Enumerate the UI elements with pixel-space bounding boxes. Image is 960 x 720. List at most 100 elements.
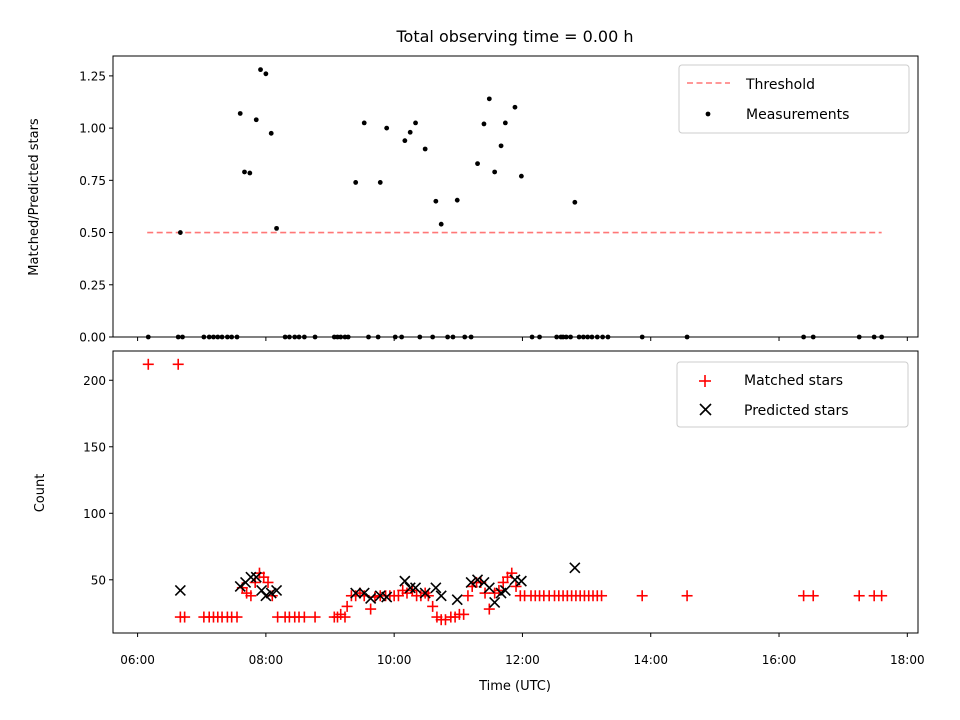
measurement-point [338, 334, 344, 340]
measurement-point [247, 170, 253, 176]
matched-star-point [876, 590, 888, 602]
measurement-point [145, 334, 151, 340]
matched-star-point [636, 590, 648, 602]
measurement-point [301, 334, 307, 340]
measurement-point [175, 334, 181, 340]
measurement-point [402, 138, 408, 144]
measurement-point [345, 334, 351, 340]
measurement-point [292, 334, 298, 340]
matched-star-point [807, 590, 819, 602]
x-tick-label: 08:00 [249, 653, 284, 667]
measurement-point [572, 199, 578, 205]
measurement-point [312, 334, 318, 340]
predicted-star-point [499, 584, 511, 596]
predicted-star-point [350, 587, 362, 599]
measurement-point [268, 130, 274, 136]
measurement-point [392, 334, 398, 340]
top-y-tick-label: 1.00 [79, 122, 106, 136]
measurement-point [580, 334, 586, 340]
matched-star-point [596, 590, 608, 602]
predicted-star-point [489, 596, 501, 608]
measurement-point [684, 334, 690, 340]
measurement-point [180, 334, 185, 340]
measurement-point [237, 111, 243, 116]
predicted-star-point [174, 584, 186, 596]
predicted-star-point [265, 587, 277, 599]
bottom-x-ticks: 06:00 08:00 10:00 12:00 14:00 16:00 18:00 [120, 633, 925, 667]
bottom-axes: 50 100 150 200 06:00 08:00 10:00 12:00 14:00 16:… [33, 350, 925, 694]
measurement-point [384, 125, 390, 131]
measurement-point [282, 334, 288, 340]
measurement-point [399, 334, 405, 340]
measurement-point [512, 104, 518, 110]
predicted-star-point [271, 584, 283, 596]
matched-star-point [798, 590, 810, 602]
predicted-star-point [435, 590, 447, 602]
bottom-y-tick-label: 100 [83, 507, 106, 521]
predicted-star-point [515, 575, 527, 587]
predicted-star-point [250, 571, 262, 583]
top-y-tick-label: 0.75 [79, 174, 106, 188]
predicted-stars-legend-label: Predicted stars [744, 403, 849, 419]
measurement-point [422, 146, 428, 152]
matched-star-point [427, 600, 439, 612]
measurement-point [594, 334, 600, 340]
measurement-point [407, 129, 413, 135]
matched-star-point [401, 587, 413, 599]
matched-star-point [458, 608, 470, 620]
matched-star-point [339, 611, 351, 623]
x-tick-label: 16:00 [762, 653, 797, 667]
measurement-point [433, 198, 439, 204]
x-tick-label: 06:00 [120, 653, 155, 667]
measurement-point [554, 334, 560, 340]
top-y-tick-label: 0.25 [79, 278, 106, 292]
measurement-point [366, 334, 371, 340]
top-legend: Threshold Measurements [678, 64, 910, 134]
measurements-legend-swatch [705, 111, 711, 117]
measurement-point [486, 96, 492, 102]
measurement-point [468, 334, 474, 340]
bottom-y-tick-label: 50 [91, 573, 106, 587]
predicted-stars-legend-swatch [699, 403, 712, 416]
measurement-point [856, 334, 862, 340]
predicted-star-point [404, 582, 416, 594]
matched-star-point [462, 590, 474, 602]
predicted-star-point [245, 571, 257, 583]
bottom-legend-box [676, 361, 909, 428]
measurement-point [224, 334, 230, 340]
measurement-point [215, 334, 221, 340]
matched-star-point [483, 603, 495, 615]
measurement-point [229, 334, 235, 340]
measurement-point [502, 120, 508, 126]
x-tick-label: 12:00 [505, 653, 540, 667]
measurement-point [529, 334, 535, 340]
bottom-y-tick-label: 150 [83, 440, 106, 454]
measurement-point [286, 334, 292, 340]
top-y-tick-label: 0.00 [79, 331, 106, 345]
measurement-point [801, 334, 807, 340]
predicted-star-point [569, 562, 581, 574]
measurement-point [361, 120, 367, 126]
measurement-point [377, 180, 383, 185]
predicted-star-point [483, 582, 495, 594]
matched-star-point [231, 611, 243, 623]
matched-star-point [309, 611, 321, 623]
predicted-star-point [399, 575, 411, 587]
measurement-point [375, 334, 381, 340]
bottom-y-axis-label: Count [33, 474, 48, 513]
measurement-point [454, 197, 460, 203]
top-plot-frame [112, 55, 919, 338]
predicted-star-point [430, 582, 442, 594]
top-y-tick-label: 0.50 [79, 226, 106, 240]
matched-star-point [172, 358, 184, 370]
bottom-y-tick-label: 200 [83, 374, 106, 388]
measurement-point [263, 71, 269, 77]
predicted-star-point [409, 582, 422, 594]
measurement-point [258, 67, 263, 73]
measurement-point [576, 334, 582, 340]
measurement-point [605, 334, 611, 340]
x-tick-label: 14:00 [633, 653, 668, 667]
measurement-point [177, 230, 183, 235]
top-legend-box [678, 64, 910, 134]
measurement-point [589, 334, 595, 340]
